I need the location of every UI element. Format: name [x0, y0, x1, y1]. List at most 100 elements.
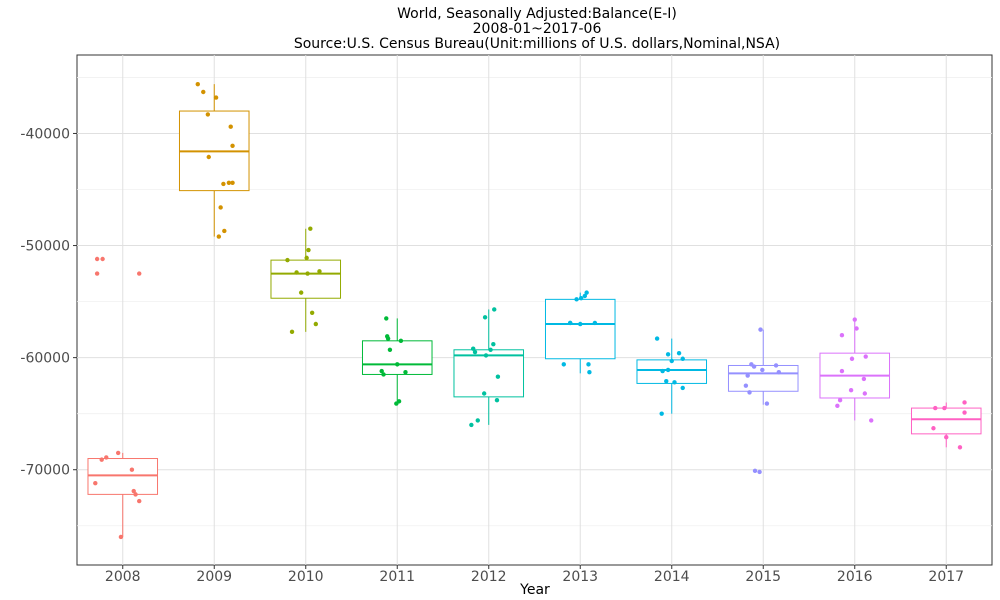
data-point	[100, 256, 105, 262]
data-point	[839, 333, 845, 338]
chart-title: World, Seasonally Adjusted:Balance(E-I)	[397, 6, 677, 22]
data-point	[933, 405, 938, 411]
data-point	[313, 321, 319, 327]
x-tick-label: 2012	[471, 569, 507, 585]
data-point	[758, 327, 763, 332]
data-point	[285, 257, 290, 263]
data-point	[230, 143, 235, 148]
box-layer	[87, 84, 982, 537]
data-point	[773, 363, 779, 368]
data-point	[747, 390, 752, 395]
data-point	[104, 455, 109, 460]
data-point	[470, 346, 476, 351]
data-point	[216, 234, 222, 239]
data-point	[475, 418, 480, 423]
data-point	[957, 445, 963, 450]
y-tick-label: -50000	[20, 239, 70, 255]
y-tick-label: -70000	[20, 463, 70, 479]
data-point	[94, 271, 100, 276]
data-point	[854, 326, 859, 331]
data-point	[654, 336, 660, 341]
data-point	[213, 95, 219, 100]
data-point	[869, 418, 874, 423]
data-point	[403, 370, 408, 375]
data-point	[131, 488, 136, 494]
x-tick-label: 2016	[837, 569, 873, 585]
data-point	[221, 181, 226, 187]
data-point	[481, 391, 487, 396]
x-tick-label: 2015	[745, 569, 781, 585]
data-point	[574, 297, 579, 302]
data-point	[751, 364, 757, 369]
data-point	[776, 370, 782, 375]
data-point	[305, 271, 310, 276]
box-2009	[178, 84, 250, 237]
data-point	[395, 362, 400, 367]
data-point	[665, 352, 671, 357]
data-point	[584, 290, 589, 295]
data-point	[495, 374, 501, 379]
x-tick-label: 2013	[562, 569, 598, 585]
data-point	[218, 205, 223, 210]
data-point	[118, 534, 124, 540]
data-point	[567, 320, 573, 326]
data-point	[230, 180, 235, 185]
data-point	[664, 378, 669, 384]
data-point	[931, 426, 936, 431]
box-2014	[636, 338, 708, 414]
data-point	[665, 367, 671, 373]
box-2008	[87, 452, 159, 537]
data-point	[660, 368, 665, 374]
data-point	[861, 376, 867, 382]
data-point	[669, 358, 674, 364]
data-point	[137, 498, 142, 504]
data-point	[317, 269, 322, 274]
data-point	[944, 435, 949, 440]
data-point	[494, 398, 500, 403]
data-point	[752, 468, 758, 474]
data-point	[304, 255, 309, 261]
data-point	[94, 256, 100, 262]
data-point	[228, 124, 233, 129]
data-point	[849, 356, 855, 361]
data-point	[863, 354, 868, 359]
data-point	[578, 321, 583, 327]
data-point	[385, 336, 391, 341]
data-point	[289, 329, 295, 335]
data-point	[676, 350, 682, 356]
data-point	[306, 247, 311, 253]
box-2013	[544, 292, 616, 374]
x-tick-label: 2008	[105, 569, 141, 585]
data-point	[680, 385, 685, 391]
data-point	[680, 356, 685, 361]
data-point	[381, 372, 386, 377]
box-iqr	[361, 340, 433, 375]
box-iqr	[910, 407, 982, 435]
data-point	[398, 338, 404, 344]
x-tick-label: 2011	[379, 569, 415, 585]
box-iqr	[87, 458, 159, 495]
y-axis: -70000 -60000 -50000 -40000	[20, 126, 77, 479]
x-tick-label: 2017	[928, 569, 964, 585]
data-point	[222, 228, 227, 234]
data-point	[962, 410, 967, 415]
data-point	[483, 353, 489, 358]
data-point	[195, 81, 200, 87]
data-point	[561, 362, 566, 367]
data-point	[835, 403, 840, 409]
data-point	[294, 270, 299, 275]
x-tick-label: 2010	[288, 569, 324, 585]
data-point	[491, 341, 496, 347]
data-point	[672, 380, 677, 385]
box-iqr	[270, 259, 342, 299]
data-point	[848, 387, 854, 393]
x-tick-label: 2009	[196, 569, 232, 585]
data-point	[743, 383, 749, 388]
box-2017	[910, 402, 982, 448]
x-tick-label: 2014	[654, 569, 690, 585]
data-point	[862, 391, 868, 396]
data-point	[129, 467, 135, 472]
data-point	[379, 368, 384, 374]
box-iqr	[544, 298, 616, 360]
